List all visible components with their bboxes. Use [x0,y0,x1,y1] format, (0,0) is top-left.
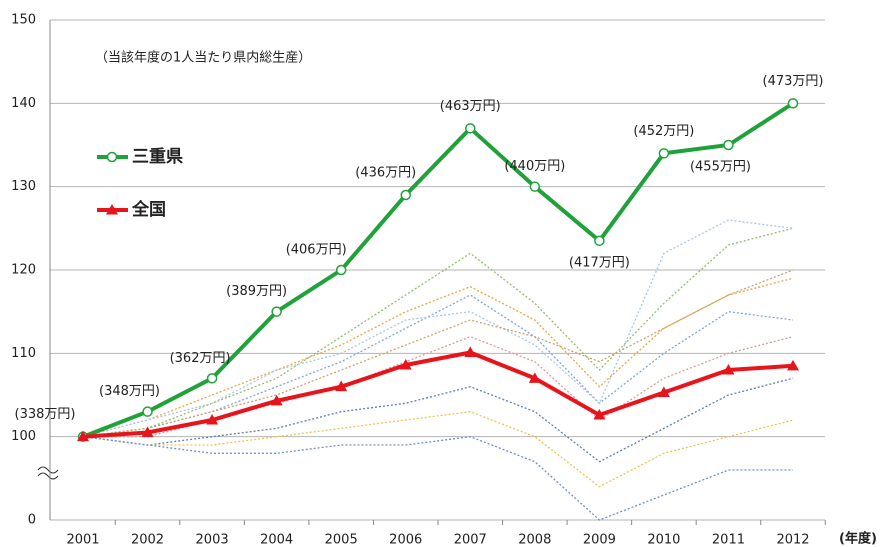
point-label: (455万円) [690,160,751,175]
point-marker [399,359,412,370]
x-tick-label: 2012 [776,533,809,547]
x-tick-label: 2009 [583,533,616,547]
point-marker [593,409,606,420]
x-tick-label: 2005 [325,533,358,547]
point-marker [400,189,411,201]
legend-label: 全国 [131,199,166,220]
point-marker [77,430,89,442]
point-marker [657,386,670,397]
point-marker [528,372,541,383]
point-label: (338万円) [15,407,76,422]
x-axis-label: (年度) [839,531,877,547]
point-label: (417万円) [569,255,630,270]
point-marker [722,364,735,375]
point-marker [206,414,219,425]
point-label: (473万円) [763,74,824,89]
y-tick-label: 140 [11,96,36,111]
x-tick-label: 2001 [66,533,99,547]
y-tick-label: 100 [11,429,36,444]
y-tick-label: 120 [11,263,36,278]
point-marker [335,264,347,276]
point-marker [787,98,799,109]
point-marker [723,139,734,151]
y-tick-label: 110 [11,346,36,361]
point-label: (463万円) [440,99,501,114]
point-label: (452万円) [633,124,694,139]
x-tick-label: 2008 [518,533,551,547]
x-tick-label: 2011 [712,533,745,547]
series-line-minor [82,277,794,438]
point-marker [142,406,153,417]
point-marker [335,380,348,392]
y-tick-label: 130 [11,179,36,194]
point-marker [465,123,476,134]
y-tick-label: 0 [28,513,36,528]
axis-break [37,466,59,480]
x-tick-label: 2006 [389,533,422,547]
x-tick-label: 2003 [196,533,229,547]
series-line-minor [82,377,794,463]
point-marker [529,181,541,192]
series-line [82,101,795,439]
point-label: (389万円) [226,284,287,299]
legend-marker [106,204,118,215]
point-label: (348万円) [99,384,160,399]
point-marker [658,148,670,159]
point-marker [594,235,605,247]
x-tick-label: 2010 [647,533,680,547]
x-tick-label: 2004 [260,533,293,547]
point-marker [206,373,218,384]
point-marker [270,394,283,406]
point-marker [464,346,477,357]
series-line-minor [82,227,794,438]
point-label: (440万円) [504,159,565,174]
point-label: (406万円) [286,243,347,258]
x-tick-label: 2007 [454,533,487,547]
series-line-minor [82,436,793,521]
series-line-minor [82,269,794,438]
x-tick-label: 2002 [131,533,164,547]
point-marker [787,359,799,371]
series-line-minor [82,219,794,438]
series-line [82,350,794,439]
point-marker [141,426,154,437]
legend-label: 三重県 [132,146,183,167]
point-label: (436万円) [355,166,416,181]
subtitle: （当該年度の1人当たり県内総生産） [95,50,311,66]
y-tick-label: 150 [11,13,36,28]
point-marker [271,306,282,317]
point-label: (362万円) [170,351,231,366]
series-line-minor [82,411,794,488]
legend-marker [106,151,118,163]
